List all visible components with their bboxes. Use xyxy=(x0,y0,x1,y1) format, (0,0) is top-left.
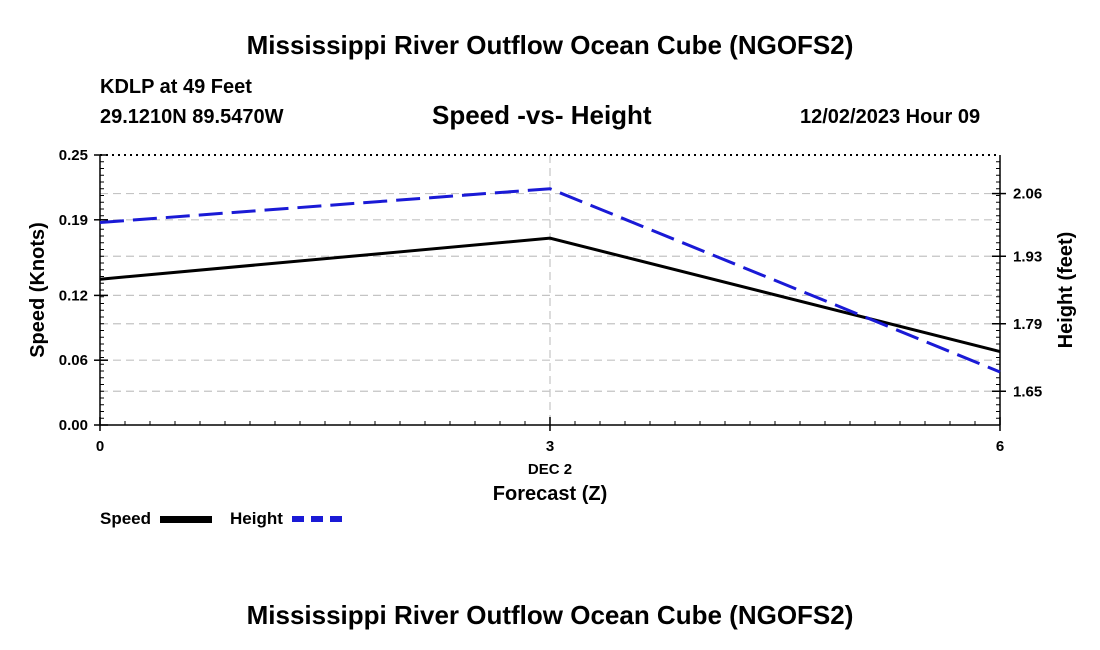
x-axis-label: Forecast (Z) xyxy=(493,483,607,505)
y-axis-label-left: Speed (Knots) xyxy=(27,222,49,358)
left-tick-label: 0.12 xyxy=(59,287,88,304)
left-tick-label: 0.25 xyxy=(59,147,88,164)
station-label: KDLP at 49 Feet xyxy=(100,76,252,98)
forecast-datetime: 12/02/2023 Hour 09 xyxy=(800,106,981,128)
right-tick-label: 1.93 xyxy=(1013,248,1042,265)
x-tick-label: 6 xyxy=(996,438,1004,455)
legend-height-label: Height xyxy=(230,509,283,528)
x-date-label: DEC 2 xyxy=(528,461,572,478)
right-tick-label: 1.79 xyxy=(1013,316,1042,333)
page-title-top: Mississippi River Outflow Ocean Cube (NG… xyxy=(246,30,854,60)
station-coords: 29.1210N 89.5470W xyxy=(100,106,284,128)
series-line-height xyxy=(99,187,1001,374)
chart-title: Speed -vs- Height xyxy=(432,100,652,130)
legend-speed-swatch xyxy=(160,516,212,523)
x-tick-label: 3 xyxy=(546,438,554,455)
left-tick-label: 0.00 xyxy=(59,417,88,434)
left-tick-label: 0.19 xyxy=(59,212,88,229)
right-tick-label: 2.06 xyxy=(1013,186,1042,203)
left-tick-label: 0.06 xyxy=(59,352,88,369)
series-line-speed xyxy=(99,236,1001,354)
legend-speed-label: Speed xyxy=(100,509,152,528)
y-axis-label-right: Height (feet) xyxy=(1055,232,1077,349)
page-title-bottom: Mississippi River Outflow Ocean Cube (NG… xyxy=(246,600,854,630)
x-tick-label: 0 xyxy=(96,438,104,455)
right-tick-label: 1.65 xyxy=(1013,383,1042,400)
legend-height-swatch xyxy=(292,516,342,522)
